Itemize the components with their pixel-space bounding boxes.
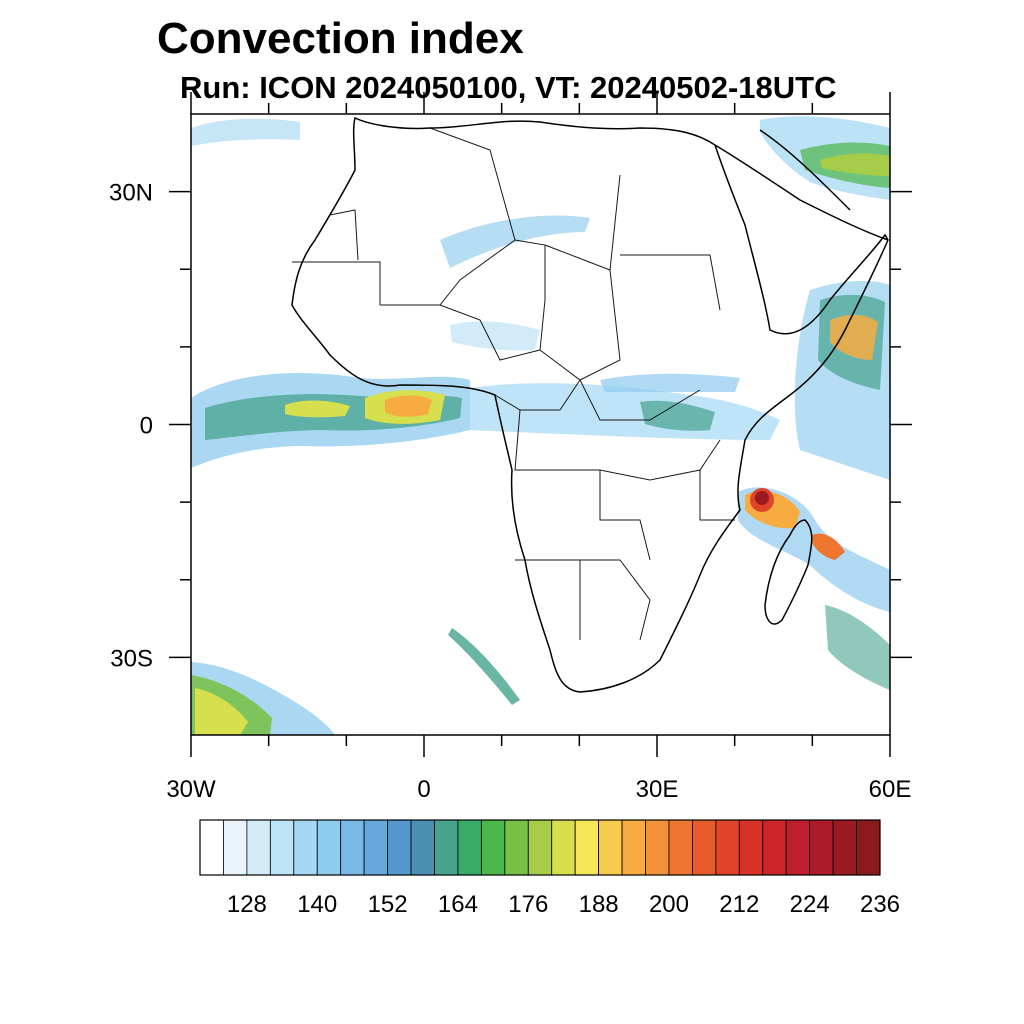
colorbar-swatch bbox=[762, 819, 787, 876]
colorbar-swatch bbox=[246, 819, 271, 876]
lat-tick-label: 30N bbox=[109, 180, 153, 207]
colorbar-swatch bbox=[621, 819, 646, 876]
colorbar-outline bbox=[199, 819, 881, 876]
colorbar-tick-label: 140 bbox=[297, 891, 337, 918]
colorbar-swatch bbox=[457, 819, 482, 876]
lat-tick-label: 30S bbox=[110, 645, 153, 672]
convection-field bbox=[191, 116, 890, 735]
colorbar-swatch bbox=[223, 819, 248, 876]
colorbar-tick-label: 188 bbox=[579, 891, 619, 918]
colorbar-swatch bbox=[363, 819, 388, 876]
colorbar-swatch bbox=[715, 819, 740, 876]
lon-tick-label: 0 bbox=[417, 776, 430, 803]
lon-tick-label: 30W bbox=[166, 776, 216, 803]
colorbar-swatch bbox=[785, 819, 811, 876]
colorbar-swatch bbox=[738, 819, 764, 876]
map-title: Convection index bbox=[157, 14, 524, 63]
colorbar-swatch bbox=[574, 819, 600, 876]
colorbar-swatch bbox=[434, 819, 459, 876]
colorbar-swatch bbox=[668, 819, 693, 876]
colorbar-swatch bbox=[692, 819, 717, 876]
map-subtitle: Run: ICON 2024050100, VT: 20240502-18UTC bbox=[180, 70, 837, 105]
colorbar-tick-label: 152 bbox=[368, 891, 408, 918]
colorbar-tick-label: 236 bbox=[860, 891, 900, 918]
axis-ticks bbox=[169, 92, 912, 757]
colorbar-swatch bbox=[645, 819, 670, 876]
colorbar-swatch bbox=[832, 819, 857, 876]
colorbar-swatch bbox=[856, 819, 881, 876]
colorbar-swatch bbox=[199, 819, 224, 876]
colorbar-swatch bbox=[480, 819, 506, 876]
colorbar-swatch bbox=[551, 819, 576, 876]
colorbar-tick-label: 200 bbox=[649, 891, 689, 918]
colorbar-tick-label: 224 bbox=[790, 891, 830, 918]
colorbar-swatch bbox=[410, 819, 435, 876]
lon-tick-label: 60E bbox=[869, 776, 912, 803]
colorbar-swatch bbox=[598, 819, 623, 876]
colorbar-swatch bbox=[293, 819, 318, 876]
colorbar-tick-labels: 128 140 152 164 176 188 200 212 224 236 bbox=[227, 891, 900, 918]
colorbar-swatch bbox=[316, 819, 342, 876]
colorbar-swatch bbox=[387, 819, 412, 876]
colorbar-tick-label: 128 bbox=[227, 891, 267, 918]
colorbar-swatch bbox=[527, 819, 553, 876]
colorbar-swatch bbox=[809, 819, 834, 876]
colorbar-swatch bbox=[504, 819, 529, 876]
coastline bbox=[291, 116, 889, 693]
axis-tick-labels: 30W 0 30E 60E 30N 0 30S bbox=[109, 180, 911, 803]
lat-tick-label: 0 bbox=[140, 413, 153, 440]
colorbar-tick-label: 176 bbox=[508, 891, 548, 918]
country-borders bbox=[292, 127, 735, 641]
colorbar-swatch bbox=[340, 819, 365, 876]
colorbar-tick-label: 164 bbox=[438, 891, 478, 918]
colorbar bbox=[199, 819, 881, 876]
colorbar-swatch bbox=[269, 819, 295, 876]
colorbar-tick-label: 212 bbox=[719, 891, 759, 918]
lon-tick-label: 30E bbox=[636, 776, 679, 803]
